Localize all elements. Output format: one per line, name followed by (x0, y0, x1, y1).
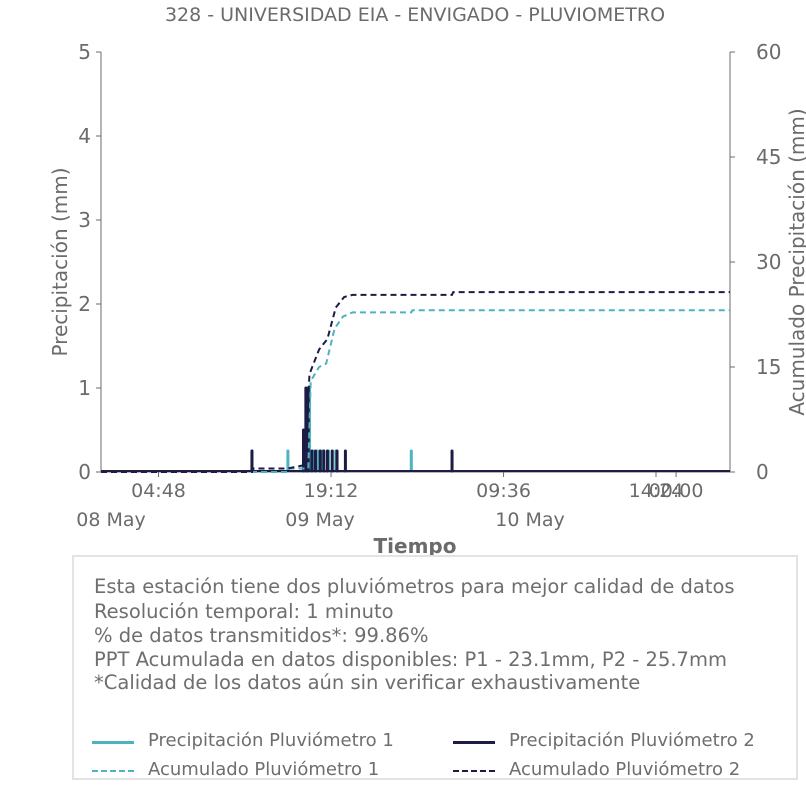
legend-swatch-dashed-p2 (453, 770, 495, 772)
info-line-stations: Esta estación tiene dos pluviómetros par… (94, 575, 735, 598)
y-tick-label-left: 5 (78, 40, 91, 64)
y-tick-label-right: 45 (756, 145, 781, 169)
cumulative-line (101, 309, 730, 473)
y-tick-label-left: 1 (78, 376, 91, 400)
legend-label: Precipitación Pluviómetro 2 (509, 730, 755, 751)
y-tick-label-left: 2 (78, 292, 91, 316)
legend-label: Acumulado Pluviómetro 1 (148, 759, 380, 780)
y-tick-label-right: 60 (756, 40, 781, 64)
x-tick-label: 04:48 (131, 480, 186, 502)
cumulative-line (101, 291, 730, 473)
y-axis-label-right: Acumulado Precipitación (mm) (785, 108, 806, 415)
legend-item-precip-p2: Precipitación Pluviómetro 2 (453, 730, 793, 754)
x-tick-label: 19:12 (304, 480, 359, 502)
legend-swatch-solid-p2 (453, 741, 495, 744)
chart-title: 328 - UNIVERSIDAD EIA - ENVIGADO - PLUVI… (165, 4, 665, 26)
legend-swatch-solid-p1 (92, 741, 134, 744)
legend-item-precip-p1: Precipitación Pluviómetro 1 (92, 730, 432, 754)
y-tick-label-right: 30 (756, 250, 781, 274)
info-line-accumulated: PPT Acumulada en datos disponibles: P1 -… (94, 648, 727, 671)
info-line-transmitted: % de datos transmitidos*: 99.86% (94, 624, 429, 647)
legend-item-acum-p1: Acumulado Pluviómetro 1 (92, 759, 432, 783)
info-box: Esta estación tiene dos pluviómetros par… (72, 555, 798, 780)
y-tick-label-right: 0 (756, 460, 769, 484)
legend-swatch-dashed-p1 (92, 770, 134, 772)
info-line-resolution: Resolución temporal: 1 minuto (94, 600, 394, 623)
y-tick-label-left: 4 (78, 124, 91, 148)
x-tick-label: 09:36 (476, 480, 531, 502)
chart-series (101, 291, 730, 473)
y-tick-label-left: 0 (78, 460, 91, 484)
x-date-label: 08 May (76, 509, 146, 531)
x-date-label: 09 May (285, 509, 355, 531)
x-date-label: 10 May (495, 509, 565, 531)
legend-label: Precipitación Pluviómetro 1 (148, 730, 394, 751)
x-tick-label: 14:24 (629, 480, 684, 502)
x-axis-label: Tiempo (374, 534, 457, 558)
info-line-quality: *Calidad de los datos aún sin verificar … (94, 671, 641, 694)
x-tick-label: 00:00 (649, 480, 704, 502)
y-axis-label-left: Precipitación (mm) (48, 167, 72, 356)
legend-label: Acumulado Pluviómetro 2 (509, 759, 741, 780)
y-tick-label-left: 3 (78, 208, 91, 232)
y-tick-label-right: 15 (756, 355, 781, 379)
rainfall-chart: 328 - UNIVERSIDAD EIA - ENVIGADO - PLUVI… (48, 4, 806, 558)
legend-item-acum-p2: Acumulado Pluviómetro 2 (453, 759, 793, 783)
